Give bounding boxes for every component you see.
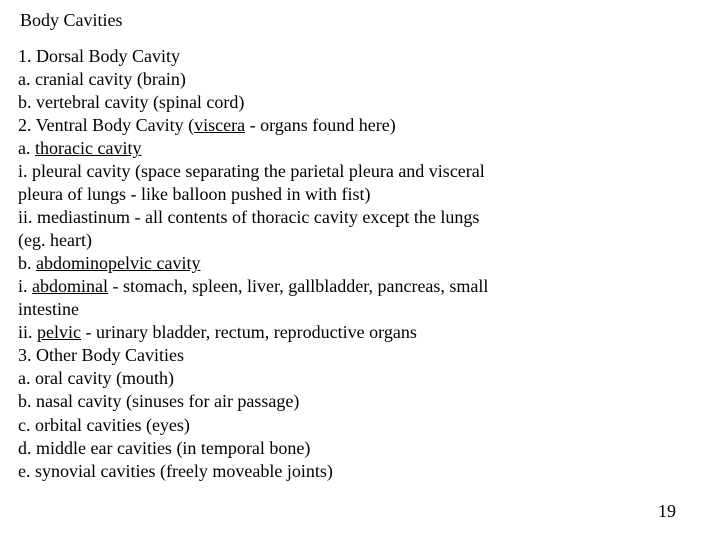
- text-segment: (eg. heart): [18, 230, 92, 250]
- text-line: b. abdominopelvic cavity: [18, 252, 578, 275]
- text-segment: pleura of lungs - like balloon pushed in…: [18, 184, 370, 204]
- text-segment: b. vertebral cavity (spinal cord): [18, 92, 244, 112]
- text-line: ii. pelvic - urinary bladder, rectum, re…: [18, 321, 578, 344]
- text-segment: e. synovial cavities (freely moveable jo…: [18, 461, 333, 481]
- text-line: a. oral cavity (mouth): [18, 367, 578, 390]
- text-segment: b.: [18, 253, 36, 273]
- text-segment: a. oral cavity (mouth): [18, 368, 174, 388]
- page-number: 19: [658, 501, 676, 522]
- text-line: 1. Dorsal Body Cavity: [18, 45, 578, 68]
- text-line: ii. mediastinum - all contents of thorac…: [18, 206, 578, 229]
- text-segment: thoracic cavity: [35, 138, 141, 158]
- text-line: b. vertebral cavity (spinal cord): [18, 91, 578, 114]
- text-segment: ii.: [18, 322, 37, 342]
- text-segment: 1. Dorsal Body Cavity: [18, 46, 180, 66]
- text-segment: b. nasal cavity (sinuses for air passage…: [18, 391, 299, 411]
- page-title: Body Cavities: [20, 10, 700, 31]
- text-segment: c. orbital cavities (eyes): [18, 415, 190, 435]
- text-line: d. middle ear cavities (in temporal bone…: [18, 437, 578, 460]
- text-segment: abdominal: [32, 276, 108, 296]
- text-segment: - stomach, spleen, liver, gallbladder, p…: [108, 276, 488, 296]
- text-segment: 2. Ventral Body Cavity (: [18, 115, 194, 135]
- text-line: b. nasal cavity (sinuses for air passage…: [18, 390, 578, 413]
- text-segment: abdominopelvic cavity: [36, 253, 200, 273]
- text-line: pleura of lungs - like balloon pushed in…: [18, 183, 578, 206]
- text-segment: ii. mediastinum - all contents of thorac…: [18, 207, 479, 227]
- text-line: e. synovial cavities (freely moveable jo…: [18, 460, 578, 483]
- text-segment: pelvic: [37, 322, 81, 342]
- text-segment: a.: [18, 138, 35, 158]
- text-segment: - organs found here): [245, 115, 396, 135]
- text-line: c. orbital cavities (eyes): [18, 414, 578, 437]
- text-segment: d. middle ear cavities (in temporal bone…: [18, 438, 310, 458]
- text-line: i. abdominal - stomach, spleen, liver, g…: [18, 275, 578, 298]
- text-segment: - urinary bladder, rectum, reproductive …: [81, 322, 417, 342]
- text-line: (eg. heart): [18, 229, 578, 252]
- text-line: a. thoracic cavity: [18, 137, 578, 160]
- text-segment: i.: [18, 276, 32, 296]
- text-segment: intestine: [18, 299, 79, 319]
- text-segment: 3. Other Body Cavities: [18, 345, 184, 365]
- text-line: 2. Ventral Body Cavity (viscera - organs…: [18, 114, 578, 137]
- text-line: a. cranial cavity (brain): [18, 68, 578, 91]
- text-segment: a. cranial cavity (brain): [18, 69, 186, 89]
- text-segment: i. pleural cavity (space separating the …: [18, 161, 485, 181]
- document-page: Body Cavities 1. Dorsal Body Cavity a. cr…: [0, 0, 720, 540]
- text-line: i. pleural cavity (space separating the …: [18, 160, 578, 183]
- text-line: 3. Other Body Cavities: [18, 344, 578, 367]
- text-segment: viscera: [194, 115, 245, 135]
- text-line: intestine: [18, 298, 578, 321]
- body-text: 1. Dorsal Body Cavity a. cranial cavity (…: [18, 45, 578, 483]
